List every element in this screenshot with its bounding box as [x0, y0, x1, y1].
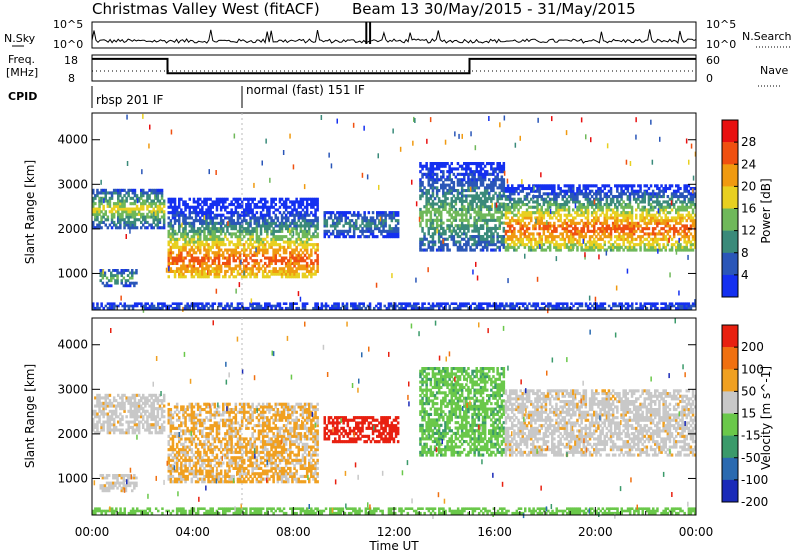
velocity-colorbar-label: Velocity [m s^-1]	[759, 366, 773, 470]
power-echo-region-1	[99, 269, 138, 288]
velocity-ytick-label-0: 1000	[57, 471, 88, 485]
power-scatter-noise	[100, 113, 697, 314]
power-colorbar-label: Power [dB]	[759, 178, 773, 243]
velocity-colorbar-label-3: 15	[741, 407, 756, 421]
velocity-ytick-label-2: 3000	[57, 382, 88, 396]
x-tick-label-4: 16:00	[477, 525, 512, 539]
velocity-scatter-noise	[93, 318, 689, 519]
freq-strip-frame	[91, 54, 697, 82]
freq-label-line1: Freq.	[8, 53, 35, 66]
x-axis-tick-labels: 00:00 04:00 08:00 12:00 16:00 20:00 00:00	[75, 525, 714, 539]
velocity-ytick-label-3: 4000	[57, 338, 88, 352]
nave-tick-top: 60	[706, 54, 720, 67]
beam-title: Beam 13 30/May/2015 - 31/May/2015	[352, 0, 636, 18]
velocity-echo-region-1	[99, 474, 138, 493]
velocity-colorbar-swatch-3	[722, 391, 738, 414]
freq-line	[92, 57, 696, 75]
nsky-trace	[91, 22, 697, 45]
power-colorbar-label-2: 12	[741, 224, 756, 238]
power-colorbar: 4 8 12 16 20 24 28	[721, 119, 756, 298]
velocity-ytick-label-1: 2000	[57, 427, 88, 441]
power-colorbar-label-6: 28	[741, 135, 756, 149]
x-tick-label-1: 04:00	[175, 525, 210, 539]
power-echo-region-0	[92, 188, 166, 230]
nave-tick-bottom: 0	[706, 72, 713, 85]
velocity-colorbar-label-0: 200	[741, 340, 764, 354]
velocity-echo-region-6	[92, 507, 697, 515]
power-ytick-label-0: 1000	[57, 266, 88, 280]
power-echo-region-5	[504, 184, 697, 252]
power-colorbar-label-3: 16	[741, 202, 756, 216]
power-heatmap-data	[92, 113, 697, 314]
velocity-colorbar-swatch-4	[722, 413, 738, 436]
power-ylabel: Slant Range [km]	[23, 160, 37, 264]
power-colorbar-label-1: 8	[741, 246, 749, 260]
power-colorbar-swatch-6	[722, 252, 738, 276]
power-echo-region-4	[419, 162, 506, 252]
nsearch-tick-top: 10^5	[706, 18, 736, 31]
velocity-colorbar-label-6: -100	[741, 473, 768, 487]
nsky-strip-frame	[91, 21, 697, 49]
cpid-label: CPID	[8, 90, 37, 103]
velocity-colorbar-swatch-2	[722, 369, 738, 392]
power-echo-region-3	[323, 211, 400, 239]
cpid-segment-2: normal (fast) 151 IF	[246, 83, 365, 97]
velocity-colorbar: 200 100 50 15 -15 -50 -100 -200	[721, 324, 768, 509]
power-axes: 1000 2000 3000 4000	[57, 133, 697, 310]
power-colorbar-label-0: 4	[741, 268, 749, 282]
freq-tick-bottom: 8	[68, 72, 75, 85]
freq-tick-top: 18	[64, 54, 78, 67]
power-colorbar-swatch-3	[722, 186, 738, 209]
power-colorbar-swatch-0	[722, 120, 738, 143]
nsearch-label: N.Search	[742, 30, 792, 43]
velocity-echo-region-5	[504, 389, 697, 457]
x-tick-label-6: 00:00	[679, 525, 714, 539]
velocity-colorbar-label-4: -15	[741, 429, 761, 443]
velocity-colorbar-swatch-1	[722, 347, 738, 370]
x-tick-label-0: 00:00	[75, 525, 110, 539]
power-echo-region-2	[167, 197, 319, 279]
velocity-colorbar-label-7: -200	[741, 495, 768, 509]
velocity-heatmap-data	[92, 318, 697, 519]
power-colorbar-label-4: 20	[741, 179, 756, 193]
station-title: Christmas Valley West (fitACF)	[92, 0, 320, 18]
cpid-segment-1: rbsp 201 IF	[96, 93, 163, 107]
velocity-echo-region-2	[167, 402, 319, 484]
nsky-tick-top: 10^5	[53, 18, 83, 31]
velocity-colorbar-swatch-6	[722, 457, 738, 481]
power-colorbar-swatch-1	[722, 142, 738, 165]
freq-trace	[92, 57, 696, 75]
power-ytick-label-1: 2000	[57, 222, 88, 236]
velocity-colorbar-label-1: 100	[741, 362, 764, 376]
x-axis-label: Time UT	[368, 539, 419, 553]
velocity-echo-region-3	[323, 416, 400, 444]
velocity-colorbar-swatch-5	[722, 435, 738, 458]
nsky-label: N.Sky	[4, 32, 36, 45]
velocity-ylabel: Slant Range [km]	[23, 364, 37, 468]
freq-label-line2: [MHz]	[6, 66, 38, 79]
velocity-colorbar-label-5: -50	[741, 451, 761, 465]
nave-label: Nave	[760, 64, 788, 77]
velocity-echo-region-4	[419, 367, 506, 457]
nsearch-tick-bottom: 10^0	[706, 38, 736, 51]
power-ytick-label-2: 3000	[57, 177, 88, 191]
power-colorbar-swatch-4	[722, 208, 738, 231]
velocity-axes: 1000 2000 3000 4000	[57, 338, 697, 515]
power-colorbar-swatch-2	[722, 164, 738, 187]
velocity-colorbar-label-2: 50	[741, 384, 756, 398]
nsky-line	[91, 29, 697, 45]
power-colorbar-label-5: 24	[741, 157, 756, 171]
x-tick-label-3: 12:00	[377, 525, 412, 539]
velocity-echo-region-0	[92, 393, 166, 435]
velocity-colorbar-swatch-7	[722, 479, 738, 503]
power-ytick-label-3: 4000	[57, 133, 88, 147]
nsky-tick-bottom: 10^0	[53, 38, 83, 51]
power-colorbar-swatch-5	[722, 230, 738, 253]
x-tick-label-5: 20:00	[578, 525, 613, 539]
power-echo-region-6	[92, 302, 697, 310]
velocity-colorbar-swatch-0	[722, 325, 738, 348]
x-tick-label-2: 08:00	[276, 525, 311, 539]
power-colorbar-swatch-7	[722, 274, 738, 298]
